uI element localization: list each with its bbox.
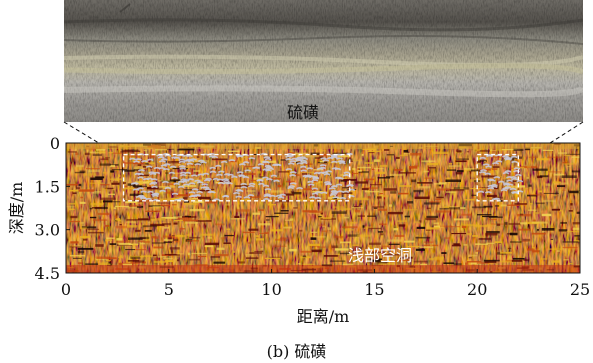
x-tick-label: 15 xyxy=(364,280,384,299)
field-photo xyxy=(64,0,583,122)
x-axis: 0 5 10 15 20 25 xyxy=(61,269,590,299)
radar-reflections xyxy=(66,143,580,273)
x-tick-label: 10 xyxy=(261,280,281,299)
y-tick-label: 0 xyxy=(50,134,60,153)
highlight-box-1 xyxy=(122,153,351,202)
figure-caption: (b) 硫磺 xyxy=(266,342,327,361)
plot-frame xyxy=(65,142,581,274)
highlight-regions xyxy=(122,153,520,202)
y-tick-label: 1.5 xyxy=(35,177,60,196)
photo-label: 硫磺 xyxy=(287,103,319,122)
x-tick-label: 25 xyxy=(570,280,590,299)
highlight-box-2 xyxy=(476,153,520,202)
x-tick-label: 20 xyxy=(467,280,487,299)
x-tick-label: 0 xyxy=(61,280,71,299)
y-axis: 0 1.5 3.0 4.5 xyxy=(35,134,70,283)
x-tick-label: 5 xyxy=(164,280,174,299)
x-axis-label: 距离/m xyxy=(297,307,350,326)
y-axis-label: 深度/m xyxy=(7,182,26,235)
annotation-label: 浅部空洞 xyxy=(348,246,412,265)
y-tick-label: 3.0 xyxy=(35,221,60,240)
y-tick-label: 4.5 xyxy=(35,264,60,283)
connector-line-right xyxy=(527,121,584,158)
plot-area xyxy=(65,142,581,274)
